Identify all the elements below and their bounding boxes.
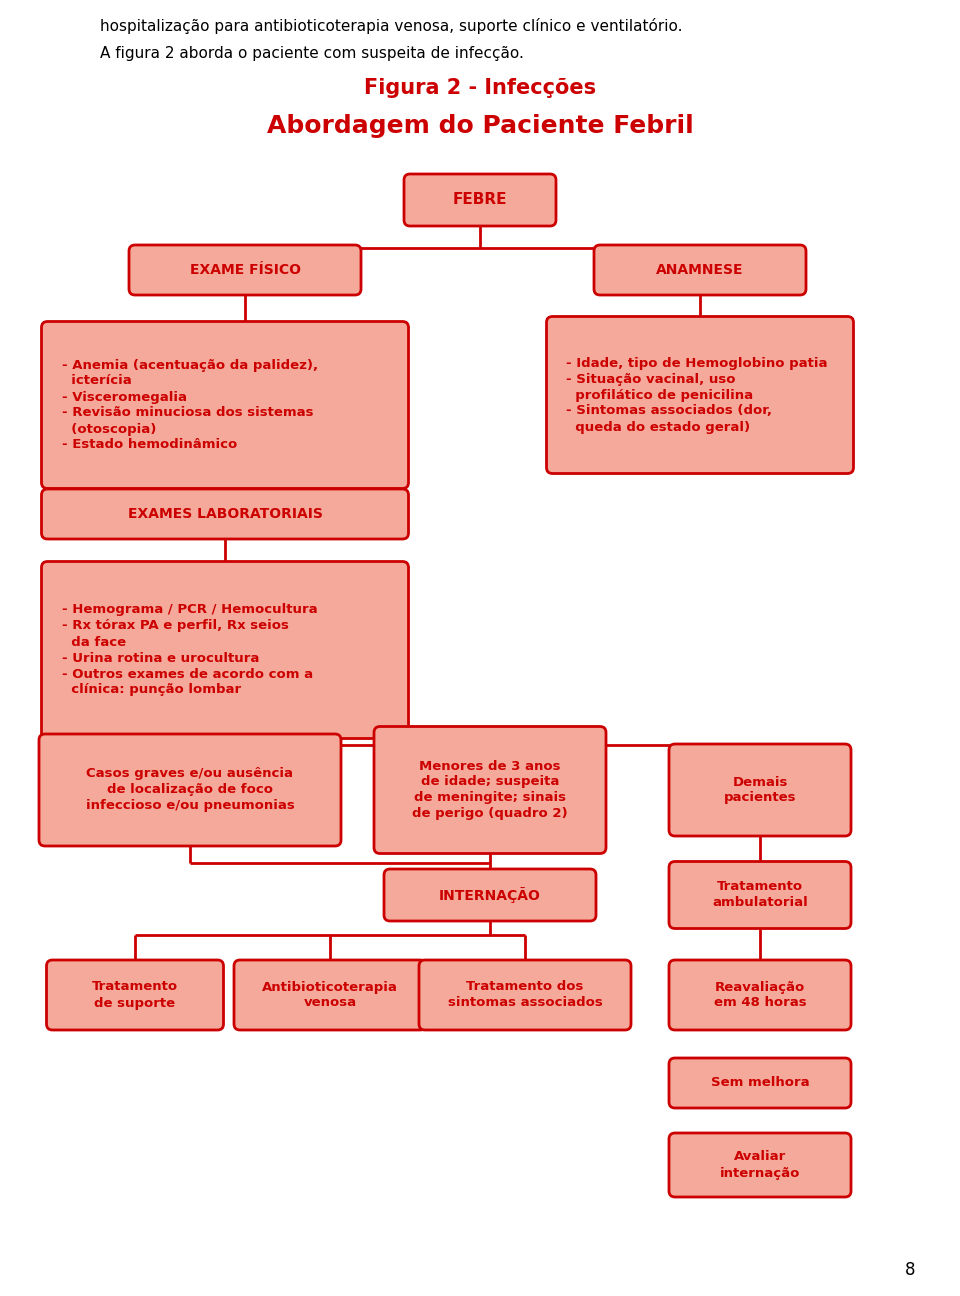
FancyBboxPatch shape	[129, 245, 361, 295]
Text: Demais
pacientes: Demais pacientes	[724, 775, 796, 805]
FancyBboxPatch shape	[669, 862, 851, 928]
Text: FEBRE: FEBRE	[453, 193, 507, 207]
FancyBboxPatch shape	[384, 870, 596, 921]
FancyBboxPatch shape	[669, 960, 851, 1030]
Text: 8: 8	[904, 1261, 915, 1279]
Text: Antibioticoterapia
venosa: Antibioticoterapia venosa	[262, 981, 398, 1010]
FancyBboxPatch shape	[41, 321, 409, 489]
FancyBboxPatch shape	[39, 734, 341, 846]
Text: hospitalização para antibioticoterapia venosa, suporte clínico e ventilatório.: hospitalização para antibioticoterapia v…	[100, 18, 683, 34]
FancyBboxPatch shape	[374, 727, 606, 854]
Text: A figura 2 aborda o paciente com suspeita de infecção.: A figura 2 aborda o paciente com suspeit…	[100, 45, 524, 61]
Text: Tratamento
de suporte: Tratamento de suporte	[92, 981, 178, 1010]
FancyBboxPatch shape	[669, 1058, 851, 1108]
FancyBboxPatch shape	[594, 245, 806, 295]
FancyBboxPatch shape	[546, 316, 853, 473]
FancyBboxPatch shape	[669, 744, 851, 836]
Text: Casos graves e/ou ausência
de localização de foco
infeccioso e/ou pneumonias: Casos graves e/ou ausência de localizaçã…	[85, 767, 295, 813]
FancyBboxPatch shape	[419, 960, 631, 1030]
FancyBboxPatch shape	[41, 489, 409, 539]
FancyBboxPatch shape	[46, 960, 224, 1030]
Text: INTERNAÇÃO: INTERNAÇÃO	[439, 886, 540, 903]
FancyBboxPatch shape	[669, 1133, 851, 1198]
Text: EXAME FÍSICO: EXAME FÍSICO	[189, 263, 300, 277]
Text: - Anemia (acentuação da palidez),
  icterícia
- Visceromegalia
- Revisão minucio: - Anemia (acentuação da palidez), icterí…	[61, 359, 318, 451]
Text: ANAMNESE: ANAMNESE	[657, 263, 744, 277]
Text: Sem melhora: Sem melhora	[710, 1077, 809, 1090]
Text: Menores de 3 anos
de idade; suspeita
de meningite; sinais
de perigo (quadro 2): Menores de 3 anos de idade; suspeita de …	[412, 759, 567, 820]
Text: Tratamento dos
sintomas associados: Tratamento dos sintomas associados	[447, 981, 602, 1010]
Text: Tratamento
ambulatorial: Tratamento ambulatorial	[712, 880, 808, 910]
Text: - Hemograma / PCR / Hemocultura
- Rx tórax PA e perfil, Rx seios
  da face
- Uri: - Hemograma / PCR / Hemocultura - Rx tór…	[61, 604, 317, 696]
FancyBboxPatch shape	[234, 960, 426, 1030]
Text: Avaliar
internação: Avaliar internação	[720, 1151, 801, 1179]
Text: Figura 2 - Infecções: Figura 2 - Infecções	[364, 78, 596, 98]
FancyBboxPatch shape	[41, 561, 409, 739]
Text: - Idade, tipo de Hemoglobino patia
- Situação vacinal, uso
  profilático de peni: - Idade, tipo de Hemoglobino patia - Sit…	[566, 356, 828, 433]
Text: Reavaliação
em 48 horas: Reavaliação em 48 horas	[713, 981, 806, 1010]
Text: EXAMES LABORATORIAIS: EXAMES LABORATORIAIS	[128, 507, 323, 521]
FancyBboxPatch shape	[404, 174, 556, 226]
Text: Abordagem do Paciente Febril: Abordagem do Paciente Febril	[267, 114, 693, 137]
